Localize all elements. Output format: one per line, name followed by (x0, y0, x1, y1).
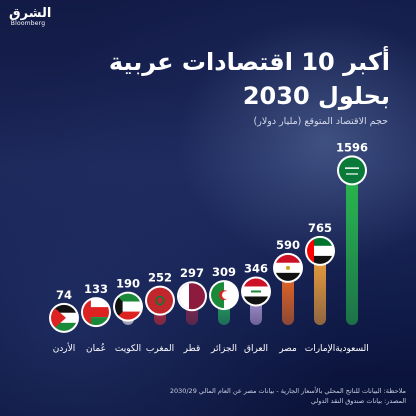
bar-group-6: 346 العراق (241, 261, 271, 354)
chart-subtitle: حجم الاقتصاد المتوقع (مليار دولار) (253, 116, 388, 127)
category-label: السعودية (335, 344, 369, 354)
category-label: الجزائر (210, 344, 237, 354)
category-label: الأردن (53, 342, 76, 354)
saudi-flag (339, 157, 365, 184)
footer-notes: ملاحظة: البيانات للناتج المحلي بالأسعار … (26, 386, 406, 406)
category-label: الكويت (115, 344, 141, 354)
bar-group-3: 252 المغرب (145, 271, 175, 354)
bar-group-1: 133 عُمان (81, 282, 111, 354)
value-label: 590 (276, 238, 300, 252)
bar-group-4: 297 قطر (177, 266, 207, 354)
logo-text: الشرق (9, 6, 52, 21)
value-label: 74 (56, 288, 72, 302)
uae-flag (307, 237, 333, 264)
value-label: 297 (180, 266, 204, 280)
bar-group-9: 1596 السعودية (335, 140, 369, 354)
oman-flag (83, 299, 109, 326)
category-label: عُمان (86, 343, 106, 354)
logo-subtext: Bloomberg (10, 20, 46, 27)
footer-source: المصدر: بيانات صندوق النقد الدولي (310, 397, 406, 405)
category-label: المغرب (146, 344, 174, 354)
category-label: العراق (244, 344, 268, 354)
egypt-flag (275, 254, 301, 281)
bar (314, 250, 326, 325)
value-label: 346 (244, 261, 268, 275)
brand-logo: الشرق Bloomberg (9, 6, 52, 28)
value-label: 190 (116, 277, 140, 291)
bar-group-0: 74 الأردن (49, 288, 79, 354)
category-label: قطر (183, 344, 201, 354)
bar-group-5: 309 الجزائر (209, 265, 239, 354)
category-label: مصر (278, 344, 297, 354)
value-label: 1596 (336, 140, 368, 154)
category-label: الإمارات (305, 344, 336, 354)
footer-note: ملاحظة: البيانات للناتج المحلي بالأسعار … (169, 387, 406, 395)
value-label: 133 (84, 282, 108, 296)
morocco-flag (147, 287, 173, 314)
qatar-flag (179, 283, 205, 310)
value-label: 765 (308, 221, 332, 235)
bar (346, 170, 358, 325)
title-line-1: أكبر 10 اقتصادات عربية (108, 48, 390, 76)
page-title: أكبر 10 اقتصادات عربية بحلول 2030 (90, 45, 390, 113)
value-label: 309 (212, 265, 236, 279)
value-label: 252 (148, 271, 172, 285)
bar-group-2: 190 الكويت (113, 277, 143, 354)
iraq-flag (243, 278, 269, 305)
bar-group-8: 765 الإمارات (305, 221, 336, 354)
algeria-flag (211, 282, 237, 309)
bar-group-7: 590 مصر (273, 238, 303, 354)
title-line-2: بحلول 2030 (242, 82, 390, 110)
